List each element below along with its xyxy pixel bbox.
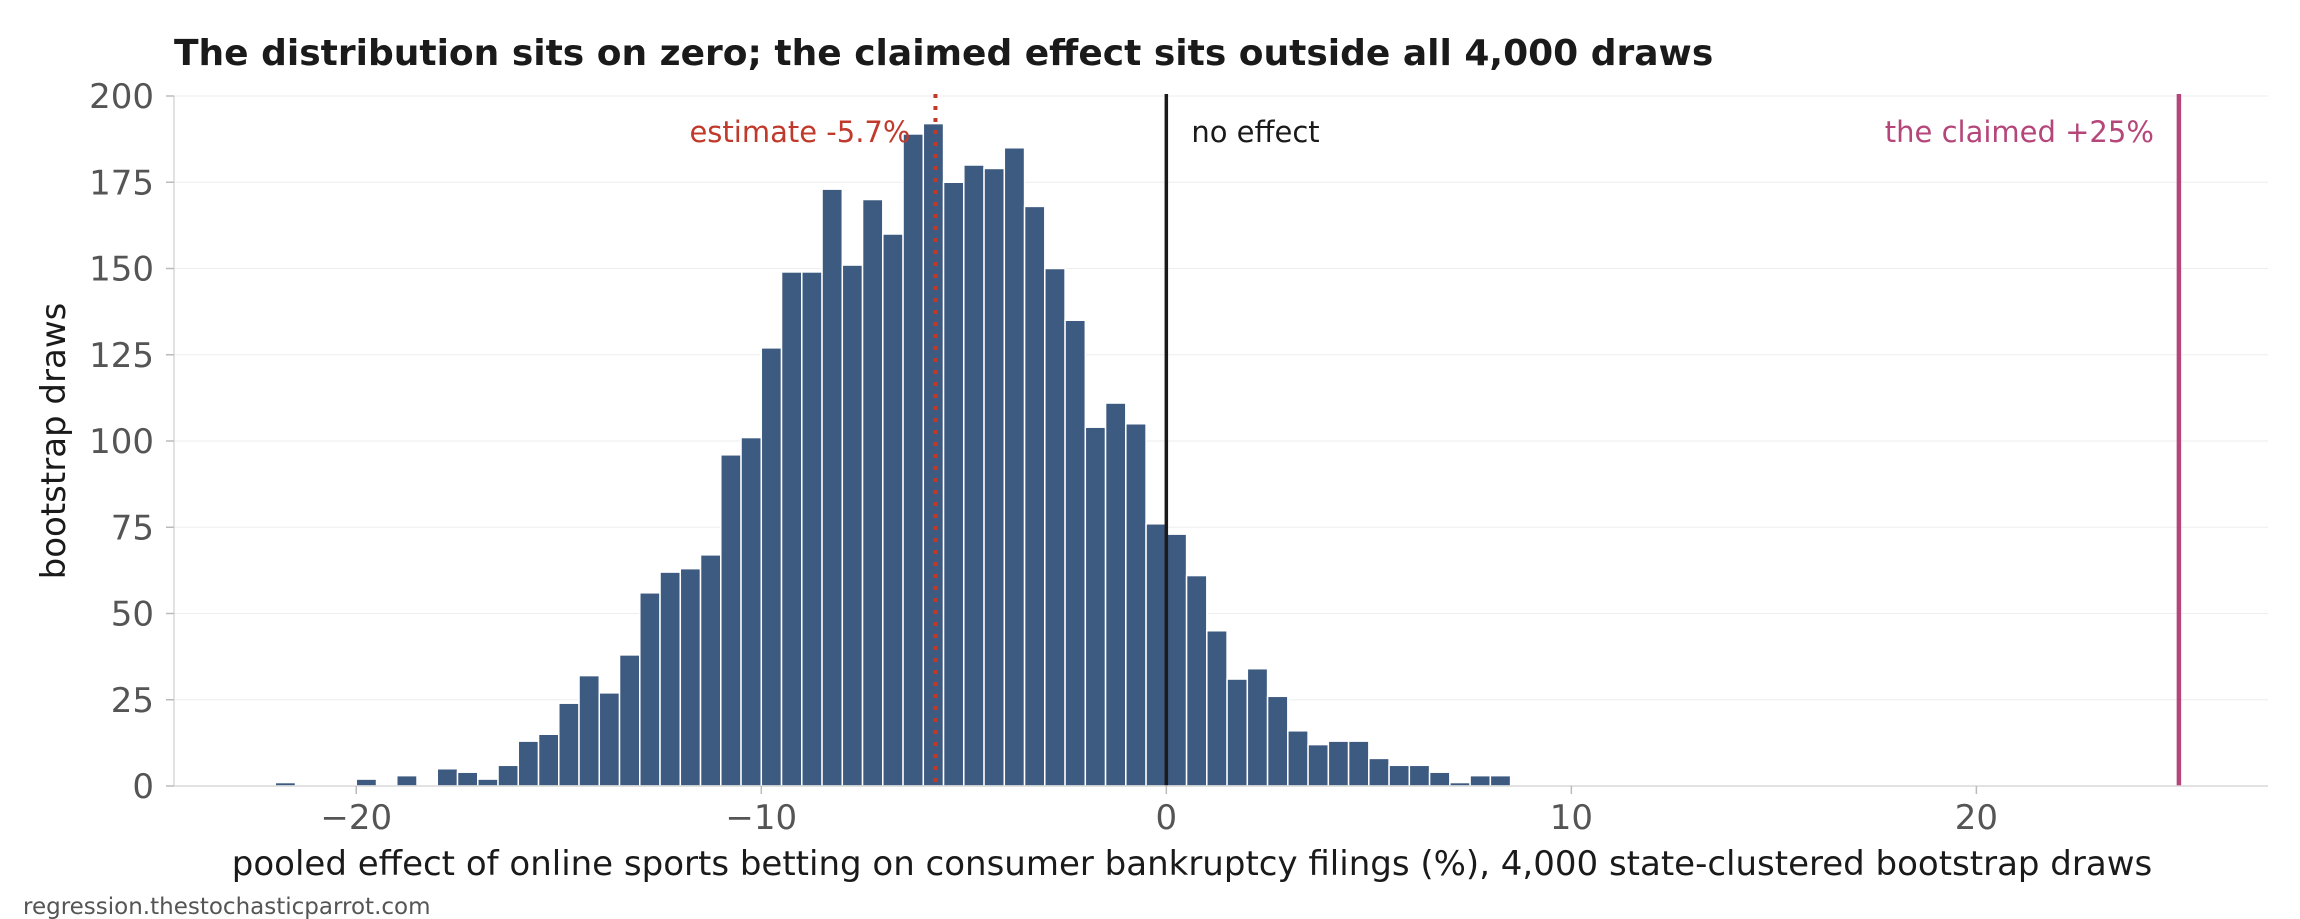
y-tick-label: 25 bbox=[111, 681, 154, 721]
histogram-bar bbox=[1165, 533, 1188, 787]
x-tick-label: 20 bbox=[1955, 798, 1998, 838]
reference-line-label: no effect bbox=[1191, 115, 1319, 149]
x-axis-ticks: −20 −10 0 10 20 bbox=[320, 786, 1998, 838]
site-credit: regression.thestochasticparrot.com bbox=[23, 894, 431, 919]
histogram-bar bbox=[1489, 774, 1512, 787]
histogram-bar bbox=[659, 571, 682, 787]
histogram-bar bbox=[598, 692, 621, 787]
gridlines bbox=[174, 95, 2268, 787]
histogram-bar bbox=[1084, 426, 1107, 787]
histogram-bar bbox=[1266, 695, 1289, 787]
y-tick-label: 0 bbox=[132, 767, 154, 807]
histogram-bar bbox=[1408, 764, 1431, 787]
histogram-bar bbox=[1246, 667, 1269, 787]
histogram-bar bbox=[699, 554, 722, 787]
histogram-bar bbox=[720, 454, 742, 787]
histogram-bar bbox=[1307, 743, 1330, 787]
histogram-bar bbox=[1125, 423, 1147, 787]
histogram-bar bbox=[679, 567, 702, 787]
y-tick-label: 125 bbox=[89, 336, 154, 376]
histogram-bar bbox=[396, 774, 418, 787]
histogram-bar bbox=[882, 233, 904, 787]
histogram-bar bbox=[861, 198, 884, 787]
histogram-bar bbox=[902, 133, 925, 787]
histogram-bar bbox=[578, 674, 601, 787]
histogram-bar bbox=[1327, 740, 1350, 787]
histogram-bar bbox=[537, 733, 560, 787]
y-tick-label: 100 bbox=[89, 422, 154, 462]
histogram-bar bbox=[983, 167, 1006, 787]
histogram-bar bbox=[1428, 771, 1451, 787]
x-tick-label: −20 bbox=[320, 798, 392, 838]
histogram-bar bbox=[1064, 319, 1087, 787]
histogram-bar bbox=[1388, 764, 1411, 787]
histogram-bar bbox=[456, 771, 479, 787]
histogram-bar bbox=[1368, 757, 1390, 787]
histogram-bar bbox=[821, 188, 844, 787]
histogram-bar bbox=[1023, 205, 1046, 787]
x-tick-label: 0 bbox=[1156, 798, 1178, 838]
histogram-bar bbox=[1044, 267, 1066, 787]
histogram-bars bbox=[274, 122, 1512, 787]
histogram-bar bbox=[1003, 147, 1026, 787]
histogram-bar bbox=[497, 764, 520, 787]
histogram-bar bbox=[618, 654, 641, 787]
histogram-bar bbox=[841, 264, 864, 787]
x-tick-label: 10 bbox=[1550, 798, 1593, 838]
histogram-bar bbox=[963, 164, 985, 787]
histogram-bar bbox=[922, 122, 945, 787]
histogram-bar bbox=[355, 778, 378, 787]
histogram-bar bbox=[1226, 678, 1249, 787]
y-tick-label: 150 bbox=[89, 250, 154, 290]
histogram-bar bbox=[1469, 774, 1492, 787]
x-tick-label: −10 bbox=[725, 798, 797, 838]
y-tick-label: 200 bbox=[89, 77, 154, 117]
histogram-bar bbox=[1287, 730, 1309, 787]
histogram-bar bbox=[780, 271, 803, 787]
histogram-bar bbox=[760, 347, 783, 787]
histogram-bar bbox=[1206, 630, 1228, 787]
histogram-bar bbox=[436, 768, 459, 787]
histogram-bar bbox=[942, 181, 965, 787]
histogram-bar bbox=[740, 436, 763, 787]
histogram-bar bbox=[1347, 740, 1370, 787]
chart-title: The distribution sits on zero; the claim… bbox=[174, 33, 1713, 74]
histogram-bar bbox=[1145, 523, 1168, 787]
reference-line-label: estimate -5.7% bbox=[689, 115, 910, 149]
y-axis-label: bootstrap draws bbox=[34, 303, 74, 580]
histogram-bar bbox=[1185, 574, 1208, 787]
histogram-bar bbox=[558, 702, 580, 787]
histogram-bar bbox=[477, 778, 499, 787]
reference-lines: estimate -5.7% no effect the claimed +25% bbox=[689, 94, 2182, 786]
y-tick-label: 175 bbox=[89, 163, 154, 203]
x-axis-label: pooled effect of online sports betting o… bbox=[232, 844, 2152, 884]
y-axis-ticks: 0 25 50 75 100 125 150 175 200 bbox=[89, 77, 174, 807]
histogram-bar bbox=[801, 271, 823, 787]
y-tick-label: 75 bbox=[111, 508, 154, 548]
reference-line-label: the claimed +25% bbox=[1885, 115, 2154, 149]
y-tick-label: 50 bbox=[111, 595, 154, 635]
histogram-bar bbox=[1104, 402, 1127, 787]
histogram-bar bbox=[639, 592, 661, 787]
histogram-bar bbox=[517, 740, 540, 787]
